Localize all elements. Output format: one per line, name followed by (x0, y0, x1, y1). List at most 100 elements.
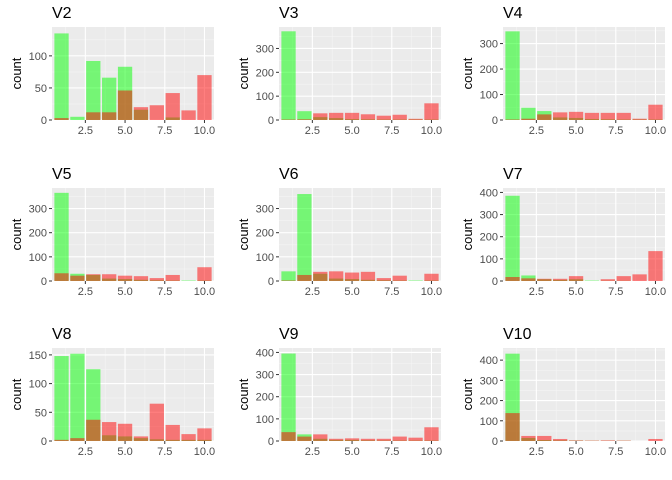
bar-series2-x3 (313, 113, 328, 120)
x-tick-label: 10.0 (645, 125, 666, 137)
panel-v6: 0 100 200 300 2.5 5.0 7.5 10.0 V6 count (236, 166, 442, 298)
panel-title: V5 (52, 166, 72, 183)
y-tick-label: 0 (41, 436, 47, 448)
bar-series2-x7 (600, 279, 615, 281)
bar-series2-x5 (568, 111, 584, 120)
bar-series2-x2 (70, 438, 85, 441)
panel-v9: 0 100 200 300 400 2.5 5.0 7.5 10.0 V9 count (236, 326, 442, 458)
bar-series2-x5 (568, 276, 584, 281)
bar-series2-x10 (424, 103, 439, 120)
y-tick-label: 300 (256, 43, 274, 55)
y-tick-label: 0 (41, 115, 47, 127)
bar-series2-x5 (117, 90, 133, 120)
x-tick-label: 10.0 (194, 286, 215, 298)
bar-series2-x6 (133, 276, 149, 281)
panel-title: V8 (52, 326, 72, 343)
y-tick-label: 200 (256, 67, 274, 79)
bar-series2-x4 (553, 112, 568, 120)
y-tick-label: 200 (480, 64, 498, 76)
bar-series1-x2 (521, 107, 536, 120)
bar-series2-x8 (165, 274, 180, 281)
plot-background (503, 348, 665, 441)
y-tick-label: 300 (480, 210, 498, 222)
bar-series1-x1 (281, 31, 296, 121)
x-tick-label: 2.5 (78, 446, 93, 458)
panel-title: V10 (503, 326, 532, 343)
bar-series1-x1 (505, 31, 520, 121)
bar-series2-x9 (181, 110, 196, 120)
plot-background (503, 27, 665, 120)
y-tick-label: 300 (256, 204, 274, 216)
panel-title: V9 (279, 326, 299, 343)
x-tick-label: 10.0 (194, 446, 215, 458)
panel-v3: 0 100 200 300 2.5 5.0 7.5 10.0 V3 count (236, 5, 442, 137)
y-axis-label: count (236, 57, 251, 89)
bar-series2-x10 (197, 428, 212, 441)
x-tick-label: 5.0 (568, 286, 583, 298)
bar-series1-x2 (297, 194, 312, 281)
x-tick-label: 7.5 (157, 446, 172, 458)
bar-series1-x1 (54, 33, 69, 121)
bar-series2-x3 (313, 271, 328, 281)
y-axis-label: count (236, 218, 251, 250)
y-tick-label: 0 (41, 276, 47, 288)
bar-series2-x6 (584, 112, 600, 120)
bar-series2-x6 (360, 114, 376, 120)
bar-series2-x10 (648, 104, 663, 120)
bar-series2-x9 (408, 437, 423, 441)
bar-series2-x2 (297, 274, 312, 281)
bar-series2-x10 (648, 251, 663, 281)
bar-series2-x8 (392, 275, 407, 281)
bar-series2-x7 (600, 440, 615, 441)
panel-v8: 0 50 100 150 2.5 5.0 7.5 10.0 V8 count (9, 326, 215, 458)
y-tick-label: 200 (480, 232, 498, 244)
bar-series2-x4 (329, 438, 344, 441)
bar-series2-x1 (281, 432, 296, 441)
bar-series2-x9 (181, 434, 196, 441)
bar-series2-x8 (165, 424, 180, 441)
bar-series2-x6 (360, 438, 376, 441)
y-tick-label: 300 (29, 204, 47, 216)
x-tick-label: 2.5 (529, 446, 544, 458)
bar-series2-x5 (568, 440, 584, 441)
bar-series2-x2 (521, 435, 536, 441)
x-tick-label: 7.5 (384, 125, 399, 137)
bar-series2-x7 (149, 403, 164, 441)
bar-series2-x5 (117, 423, 133, 441)
y-tick-label: 200 (256, 392, 274, 404)
bar-series2-x2 (297, 436, 312, 441)
plot-background (279, 348, 441, 441)
bar-series2-x4 (102, 422, 117, 441)
x-tick-label: 5.0 (568, 125, 583, 137)
bar-series2-x10 (424, 427, 439, 441)
bar-series2-x10 (197, 75, 212, 120)
bar-series1-x2 (297, 111, 312, 120)
y-tick-label: 0 (492, 115, 498, 127)
y-tick-label: 100 (256, 252, 274, 264)
y-tick-label: 0 (492, 436, 498, 448)
y-tick-label: 100 (29, 51, 47, 63)
panel-v7: 0 100 200 300 400 2.5 5.0 7.5 10.0 V7 count (460, 166, 666, 298)
x-tick-label: 2.5 (305, 286, 320, 298)
x-tick-label: 10.0 (645, 286, 666, 298)
bar-series2-x2 (297, 119, 312, 120)
plot-background (279, 27, 441, 120)
bar-series2-x3 (86, 419, 101, 441)
y-tick-label: 400 (480, 187, 498, 199)
bar-series1-x2 (70, 353, 85, 441)
bar-series2-x8 (392, 114, 407, 120)
bar-series2-x10 (197, 267, 212, 281)
x-tick-label: 5.0 (344, 125, 359, 137)
panel-v2: 0 50 100 2.5 5.0 7.5 10.0 V2 count (9, 5, 215, 137)
y-tick-label: 50 (35, 83, 47, 95)
y-tick-label: 0 (268, 276, 274, 288)
bar-series2-x5 (344, 112, 360, 120)
y-tick-label: 0 (492, 276, 498, 288)
panel-title: V2 (52, 5, 72, 22)
x-tick-label: 10.0 (194, 125, 215, 137)
y-axis-label: count (9, 378, 24, 410)
x-tick-label: 7.5 (157, 125, 172, 137)
x-tick-label: 7.5 (608, 446, 623, 458)
y-tick-label: 150 (29, 350, 47, 362)
x-tick-label: 5.0 (117, 446, 132, 458)
